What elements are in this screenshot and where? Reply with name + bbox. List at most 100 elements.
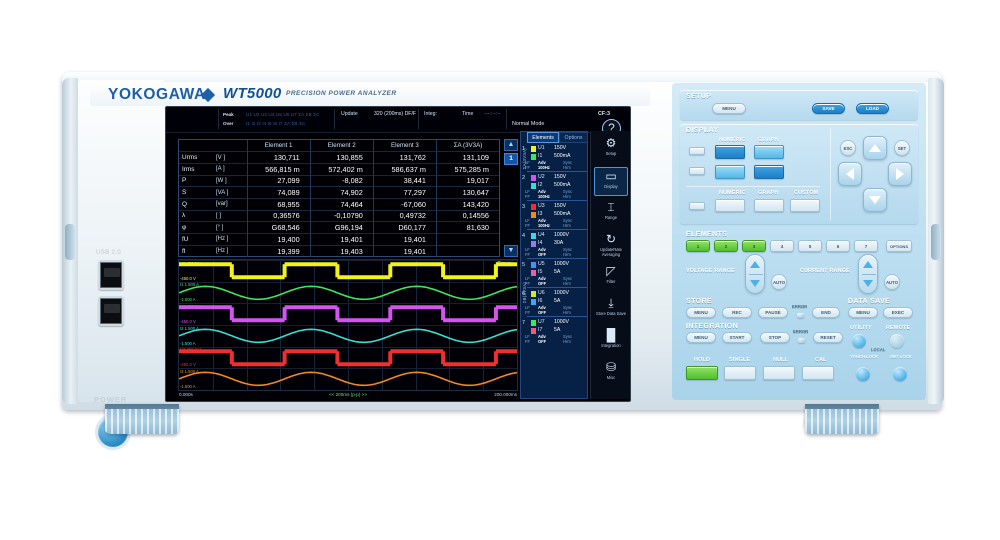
sync-hrm-3[interactable]: Sync Hrm (563, 218, 572, 228)
cal-button[interactable] (802, 366, 834, 380)
channel-range-U4[interactable]: 1000V (554, 232, 570, 238)
set-button[interactable]: SET (894, 140, 910, 156)
adv-freq-4[interactable]: Adv OFF (538, 247, 546, 257)
integration-stop-button[interactable]: STOP (760, 332, 790, 343)
icon-rail[interactable]: ⚙ Setup ▭ Display ⌶ Range ↻ UpdateRate Averagin… (590, 131, 630, 399)
sync-hrm-5[interactable]: Sync Hrm (563, 276, 572, 286)
table-row[interactable]: Urms [V ] 130,711 130,855 131,762 131,109 (179, 151, 499, 164)
table-row[interactable]: Q [var] 68,955 74,464 -67,060 143,420 (179, 197, 499, 211)
elements-options-button[interactable]: OPTIONS (886, 240, 912, 252)
store-menu-button[interactable]: MENU (686, 307, 716, 318)
display-row2-graph-button[interactable] (754, 165, 784, 179)
refresh-icon[interactable]: ↻ UpdateRate Averaging (594, 231, 628, 260)
element-button-2[interactable]: 2 (714, 240, 738, 252)
arrow-down-icon[interactable] (863, 188, 887, 212)
element-button-1[interactable]: 1 (686, 240, 710, 252)
voltage-range-down-icon[interactable] (750, 280, 760, 287)
adv-freq-3[interactable]: Adv 100Hz (538, 218, 550, 228)
store-save-icon[interactable]: ⤓ Store Data Save (594, 295, 628, 324)
table-row[interactable]: λ[ ] 0,36576 -0,10790 0,49732 0,14556 (179, 209, 499, 222)
display-row2-indicator[interactable] (689, 167, 705, 175)
sync-hrm-2[interactable]: Sync Hrm (563, 189, 572, 199)
integration-reset-button[interactable]: RESET (813, 332, 843, 343)
channel-range-U6[interactable]: 1000V (554, 290, 570, 296)
current-range-rocker[interactable] (858, 254, 878, 294)
remote-button[interactable] (890, 334, 904, 348)
display-row1-graph-button[interactable] (754, 145, 784, 159)
lcd-screen[interactable]: Peak U1 U2 U3 U4 U5 U6 U7 ΣA ΣB ΣC Over I1 I2 I3 I4 I… (166, 107, 630, 401)
display-row3-numeric-button[interactable] (715, 199, 745, 212)
adv-freq-5[interactable]: Adv OFF (538, 276, 546, 286)
setup-load-button[interactable]: LOAD (856, 103, 889, 114)
utility-button[interactable] (852, 334, 866, 348)
voltage-auto-button[interactable]: AUTO (771, 274, 787, 290)
display-row3-indicator[interactable] (689, 202, 705, 210)
sync-hrm-1[interactable]: Sync Hrm (563, 160, 572, 170)
channel-range-U3[interactable]: 150V (554, 203, 567, 209)
voltage-range-up-icon[interactable] (750, 261, 760, 268)
adv-freq-2[interactable]: Adv 100Hz (538, 189, 550, 199)
current-range-up-icon[interactable] (863, 261, 873, 268)
arrow-left-icon[interactable] (838, 162, 862, 186)
integration-menu-button[interactable]: MENU (686, 332, 716, 343)
elements-panel[interactable]: Elements Options 1 U1 150V I1 500mA LF FF Adv 10… (520, 131, 588, 399)
touch-lock-button[interactable] (856, 367, 870, 381)
tab-elements[interactable]: Elements (527, 132, 559, 143)
channel-range-U7[interactable]: 1000V (554, 319, 570, 325)
gear-icon[interactable]: ⚙ Setup (594, 135, 628, 164)
tab-options[interactable]: Options (559, 132, 588, 143)
channel-range-I6[interactable]: 5A (554, 298, 561, 304)
channel-range-U5[interactable]: 1000V (554, 261, 570, 267)
display-icon[interactable]: ▭ Display (594, 167, 628, 196)
waveform-area[interactable]: Group U1 450.0 V -450.0 V I1 1.500 A -1.500… (178, 259, 518, 391)
element-button-6[interactable]: 6 (826, 240, 850, 252)
store-end-button[interactable]: END (812, 307, 840, 318)
element-button-5[interactable]: 5 (798, 240, 822, 252)
voltage-range-rocker[interactable] (745, 254, 765, 294)
table-row[interactable]: Irms [A ] 566,815 m 572,402 m 586,637 m 575,2… (179, 162, 499, 176)
integration-icon[interactable]: █ Integration (594, 327, 628, 356)
display-row3-graph-button[interactable] (754, 199, 784, 212)
key-lock-button[interactable] (893, 367, 907, 381)
null-button[interactable] (763, 366, 795, 380)
current-range-down-icon[interactable] (863, 280, 873, 287)
sync-hrm-6[interactable]: Sync Hrm (563, 305, 572, 315)
usb-port-top[interactable] (98, 260, 124, 290)
arrow-right-icon[interactable] (888, 162, 912, 186)
setup-menu-button[interactable]: MENU (712, 103, 746, 114)
current-auto-button[interactable]: AUTO (884, 274, 900, 290)
table-row[interactable]: fI [Hz ] 19,399 19,403 19,401 (179, 244, 499, 257)
display-row2-numeric-button[interactable] (715, 165, 745, 179)
display-row3-custom-button[interactable] (790, 199, 820, 212)
channel-range-U2[interactable]: 150V (554, 174, 567, 180)
chevron-up-icon[interactable]: ▲ (504, 139, 518, 151)
setup-save-button[interactable]: SAVE (812, 103, 845, 114)
esc-button[interactable]: ESC (840, 140, 856, 156)
channel-range-U1[interactable]: 150V (554, 145, 567, 151)
table-row[interactable]: S [VA ] 74,089 74,902 77,297 130,647 (179, 186, 499, 199)
element-button-7[interactable]: 7 (854, 240, 878, 252)
sync-hrm-7[interactable]: Sync Hrm (563, 334, 572, 344)
adv-freq-1[interactable]: Adv 100Hz (538, 160, 550, 170)
element-button-3[interactable]: 3 (742, 240, 766, 252)
data-save-exec-button[interactable]: EXEC (883, 307, 913, 318)
table-row[interactable]: fU [Hz ] 19,400 19,401 19,401 (179, 233, 499, 246)
filter-icon[interactable]: ◸ Filter (594, 263, 628, 292)
sync-hrm-4[interactable]: Sync Hrm (563, 247, 572, 257)
single-button[interactable] (724, 366, 756, 380)
store-pause-button[interactable]: PAUSE (758, 307, 788, 318)
usb-port-bottom[interactable] (98, 296, 124, 326)
numeric-table[interactable]: Element 1 Element 2 Element 3 ΣA (3V3A) Urms… (178, 139, 500, 257)
channel-range-I2[interactable]: 500mA (554, 182, 571, 188)
range-icon[interactable]: ⌶ Range (594, 199, 628, 228)
chevron-down-icon[interactable]: ▼ (504, 245, 518, 257)
store-rec-button[interactable]: REC (722, 307, 752, 318)
table-row[interactable]: P [W ] 27,099 -8,082 38,441 19,017 (179, 174, 499, 187)
adv-freq-7[interactable]: Adv OFF (538, 334, 546, 344)
channel-range-I7[interactable]: 5A (554, 327, 561, 333)
display-row1-numeric-button[interactable] (715, 145, 745, 159)
channel-range-I1[interactable]: 500mA (554, 153, 571, 159)
table-row[interactable]: φ [° ] G68,546 G96,194 D60,177 81,630 (179, 221, 499, 234)
channel-range-I4[interactable]: 30A (554, 240, 564, 246)
page-number[interactable]: 1 (504, 153, 518, 165)
